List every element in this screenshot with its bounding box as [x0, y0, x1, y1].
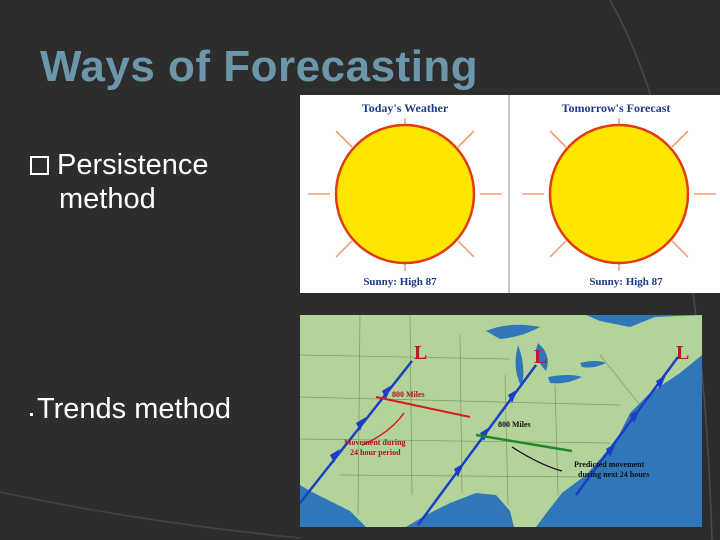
- low-pressure-label: L: [676, 342, 689, 364]
- movement-arrow: [361, 412, 405, 446]
- bullet-persistence: Persistence method: [30, 148, 209, 216]
- bullet-persistence-line1: Persistence: [57, 149, 209, 181]
- bullet-persistence-line2: method: [59, 183, 156, 215]
- tomorrow-forecast-title: Tomorrow's Forecast: [562, 101, 671, 115]
- checkbox-bullet-icon: [30, 156, 49, 175]
- sun-disc: [334, 123, 476, 265]
- distance-label: 800 Miles: [392, 390, 425, 399]
- bullet-trends: Trends method: [30, 392, 231, 426]
- sun-disc: [548, 123, 690, 265]
- slide-title: Ways of Forecasting: [40, 42, 479, 91]
- sun-icon: [308, 118, 502, 271]
- today-weather-title: Today's Weather: [362, 101, 449, 115]
- low-pressure-label: L: [534, 346, 547, 368]
- persistence-weather-image: Today's Weather Tomorrow's Forecast S: [300, 95, 720, 293]
- distance-label: 800 Miles: [498, 420, 531, 429]
- cold-front-line: [300, 360, 413, 504]
- movement-note-line2: 24 hour period: [350, 448, 401, 457]
- predicted-note-line1: Predicted movement: [574, 460, 645, 469]
- trends-weather-map: L L L 800 Miles 800 Miles Mo: [300, 315, 702, 527]
- dot-bullet-icon: [30, 413, 33, 416]
- today-caption: Sunny: High 87: [363, 276, 437, 288]
- low-pressure-label: L: [414, 342, 427, 364]
- cold-front-line: [416, 364, 538, 526]
- movement-line: [375, 396, 471, 418]
- bullet-trends-label: Trends method: [37, 393, 231, 425]
- cold-front-line: [574, 356, 680, 496]
- predicted-arrow: [511, 446, 563, 472]
- predicted-note-line2: during next 24 hours: [578, 470, 649, 479]
- predicted-line: [475, 433, 573, 453]
- movement-note-line1: Movement during: [344, 438, 406, 447]
- tomorrow-caption: Sunny: High 87: [589, 276, 663, 288]
